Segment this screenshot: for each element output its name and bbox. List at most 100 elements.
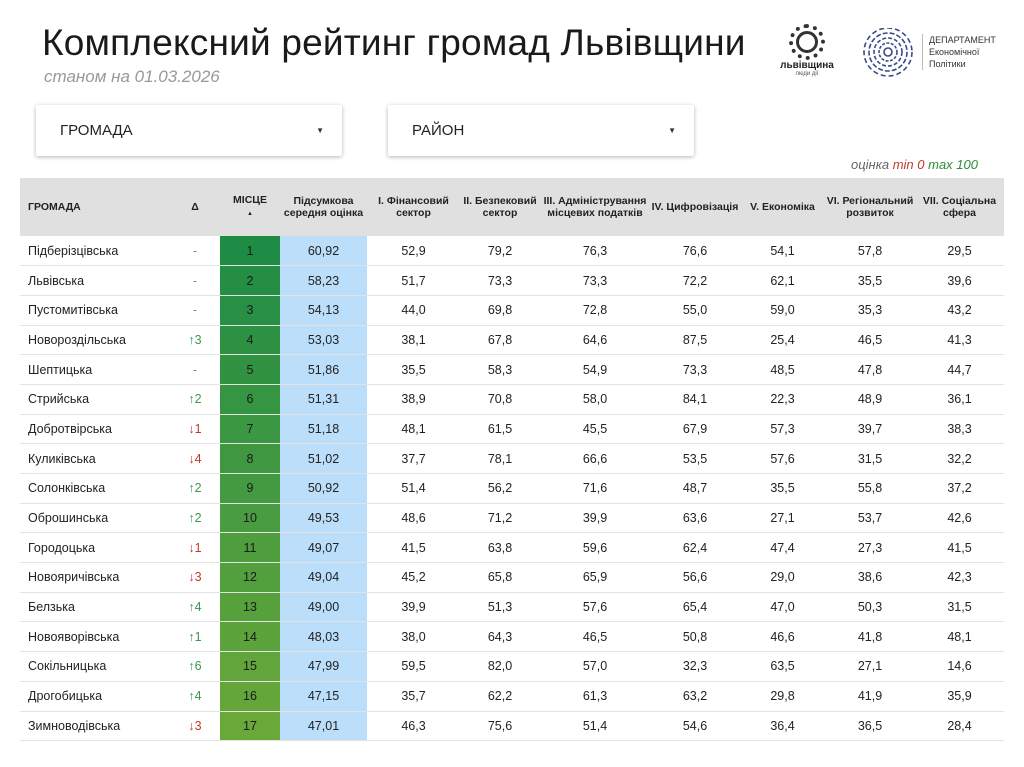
- cell-regional: 41,8: [825, 621, 915, 653]
- cell-security: 79,2: [460, 236, 540, 267]
- sort-ascending-icon[interactable]: ▲: [247, 211, 253, 217]
- cell-financial: 48,1: [367, 414, 460, 445]
- cell-economy: 62,1: [740, 265, 825, 296]
- cell-economy: 59,0: [740, 295, 825, 326]
- header-tax-admin[interactable]: III. Адміністрування місцевих податків: [540, 178, 650, 236]
- table-row[interactable]: Пустомитівська -3 54,13 44,0 69,8 72,8 55,0 59,…: [20, 295, 1004, 326]
- header-security-label: II. Безпековий сектор: [463, 195, 537, 219]
- hromada-dropdown[interactable]: ГРОМАДА ▼: [36, 105, 342, 156]
- cell-place: 10: [220, 503, 280, 534]
- legend-max: max 100: [928, 157, 978, 172]
- cell-economy: 36,4: [740, 711, 825, 742]
- cell-financial: 48,6: [367, 503, 460, 534]
- cell-total-score: 49,53: [280, 503, 367, 534]
- cell-economy: 57,3: [740, 414, 825, 445]
- cell-place: 8: [220, 443, 280, 474]
- cell-tax-admin: 39,9: [540, 503, 650, 534]
- raion-dropdown[interactable]: РАЙОН ▼: [388, 105, 694, 156]
- cell-delta: ↓1: [170, 532, 220, 564]
- cell-economy: 27,1: [740, 503, 825, 534]
- table-row[interactable]: Шептицька -5 51,86 35,5 58,3 54,9 73,3 48,5 47,8…: [20, 354, 1004, 385]
- table-row[interactable]: Новороздільська ↑3 4 53,03 38,1 67,8 64,6 87,5 2…: [20, 325, 1004, 356]
- cell-economy: 25,4: [740, 325, 825, 356]
- cell-social: 42,3: [915, 562, 1004, 593]
- cell-regional: 27,1: [825, 651, 915, 682]
- header-financial[interactable]: I. Фінансовий сектор: [367, 178, 460, 236]
- table-row[interactable]: Добротвірська ↓1 7 51,18 48,1 61,5 45,5 67,9 57,…: [20, 414, 1004, 445]
- cell-tax-admin: 59,6: [540, 532, 650, 564]
- cell-social: 35,9: [915, 681, 1004, 712]
- cell-hromada-name: Новояричівська: [20, 562, 170, 593]
- cell-total-score: 51,02: [280, 443, 367, 474]
- table-row[interactable]: Львівська -2 58,23 51,7 73,3 73,3 72,2 62,1 35,5…: [20, 265, 1004, 296]
- cell-delta: ↑1: [170, 621, 220, 653]
- cell-place: 2: [220, 265, 280, 296]
- header-total-score[interactable]: Підсумкова середня оцінка: [280, 178, 367, 236]
- header-hromada[interactable]: ГРОМАДА: [20, 178, 170, 236]
- cell-hromada-name: Куликівська: [20, 443, 170, 474]
- table-row[interactable]: Оброшинська ↑2 10 49,53 48,6 71,2 39,9 63,6 27,1…: [20, 503, 1004, 534]
- cell-total-score: 49,00: [280, 592, 367, 623]
- cell-tax-admin: 71,6: [540, 473, 650, 504]
- header-security[interactable]: II. Безпековий сектор: [460, 178, 540, 236]
- cell-financial: 35,5: [367, 354, 460, 385]
- cell-social: 37,2: [915, 473, 1004, 504]
- table-row[interactable]: Городоцька ↓1 11 49,07 41,5 63,8 59,6 62,4 47,4 2…: [20, 532, 1004, 564]
- cell-tax-admin: 61,3: [540, 681, 650, 712]
- cell-delta: -: [170, 295, 220, 326]
- table-row[interactable]: Куликівська ↓4 8 51,02 37,7 78,1 66,6 53,5 57,6 3…: [20, 443, 1004, 474]
- cell-digitalization: 32,3: [650, 651, 740, 682]
- cell-delta: ↑4: [170, 681, 220, 712]
- table-row[interactable]: Дрогобицька ↑4 16 47,15 35,7 62,2 61,3 63,2 29,8…: [20, 681, 1004, 712]
- cell-financial: 46,3: [367, 711, 460, 742]
- dropdown-arrow-icon: ▼: [668, 126, 676, 135]
- cell-total-score: 51,86: [280, 354, 367, 385]
- cell-place: 17: [220, 711, 280, 742]
- cell-digitalization: 63,6: [650, 503, 740, 534]
- cell-tax-admin: 66,6: [540, 443, 650, 474]
- cell-economy: 29,0: [740, 562, 825, 593]
- cell-security: 62,2: [460, 681, 540, 712]
- cell-social: 38,3: [915, 414, 1004, 445]
- cell-financial: 35,7: [367, 681, 460, 712]
- cell-regional: 36,5: [825, 711, 915, 742]
- cell-economy: 35,5: [740, 473, 825, 504]
- table-row[interactable]: Новояричівська ↓3 12 49,04 45,2 65,8 65,9 56,6 2…: [20, 562, 1004, 593]
- table-row[interactable]: Солонківська ↑2 9 50,92 51,4 56,2 71,6 48,7 35,5…: [20, 473, 1004, 504]
- cell-tax-admin: 46,5: [540, 621, 650, 653]
- header-delta[interactable]: Δ: [170, 178, 220, 236]
- cell-place: 12: [220, 562, 280, 593]
- cell-financial: 38,1: [367, 325, 460, 356]
- cell-delta: ↑2: [170, 384, 220, 415]
- header-place[interactable]: МІСЦЕ ▲: [220, 178, 280, 236]
- cell-tax-admin: 57,6: [540, 592, 650, 623]
- header-social[interactable]: VII. Соціальна сфера: [915, 178, 1004, 236]
- table-row[interactable]: Зимноводівська ↓3 17 47,01 46,3 75,6 51,4 54,6 3…: [20, 711, 1004, 742]
- cell-regional: 31,5: [825, 443, 915, 474]
- cell-digitalization: 72,2: [650, 265, 740, 296]
- cell-financial: 41,5: [367, 532, 460, 564]
- header-digitalization-label: IV. Цифровізація: [651, 201, 739, 213]
- table-row[interactable]: Сокільницька ↑6 15 47,99 59,5 82,0 57,0 32,3 63,…: [20, 651, 1004, 682]
- header-digitalization[interactable]: IV. Цифровізація: [650, 178, 740, 236]
- cell-regional: 55,8: [825, 473, 915, 504]
- cell-economy: 57,6: [740, 443, 825, 474]
- table-row[interactable]: Стрийська ↑2 6 51,31 38,9 70,8 58,0 84,1 22,3 48,…: [20, 384, 1004, 415]
- cell-total-score: 60,92: [280, 236, 367, 267]
- cell-digitalization: 76,6: [650, 236, 740, 267]
- header-regional[interactable]: VI. Регіональний розвиток: [825, 178, 915, 236]
- cell-total-score: 49,04: [280, 562, 367, 593]
- lvivshchyna-emblem-icon: [789, 24, 825, 60]
- cell-social: 29,5: [915, 236, 1004, 267]
- cell-social: 41,5: [915, 532, 1004, 564]
- cell-regional: 48,9: [825, 384, 915, 415]
- cell-social: 42,6: [915, 503, 1004, 534]
- cell-economy: 47,4: [740, 532, 825, 564]
- header-economy[interactable]: V. Економіка: [740, 178, 825, 236]
- cell-place: 9: [220, 473, 280, 504]
- cell-regional: 41,9: [825, 681, 915, 712]
- cell-financial: 59,5: [367, 651, 460, 682]
- table-row[interactable]: Новояворівська ↑1 14 48,03 38,0 64,3 46,5 50,8 4…: [20, 621, 1004, 653]
- table-row[interactable]: Підберізцівська -1 60,92 52,9 79,2 76,3 76,6 54…: [20, 236, 1004, 267]
- table-row[interactable]: Белзька ↑4 13 49,00 39,9 51,3 57,6 65,4 47,0 50,3…: [20, 592, 1004, 623]
